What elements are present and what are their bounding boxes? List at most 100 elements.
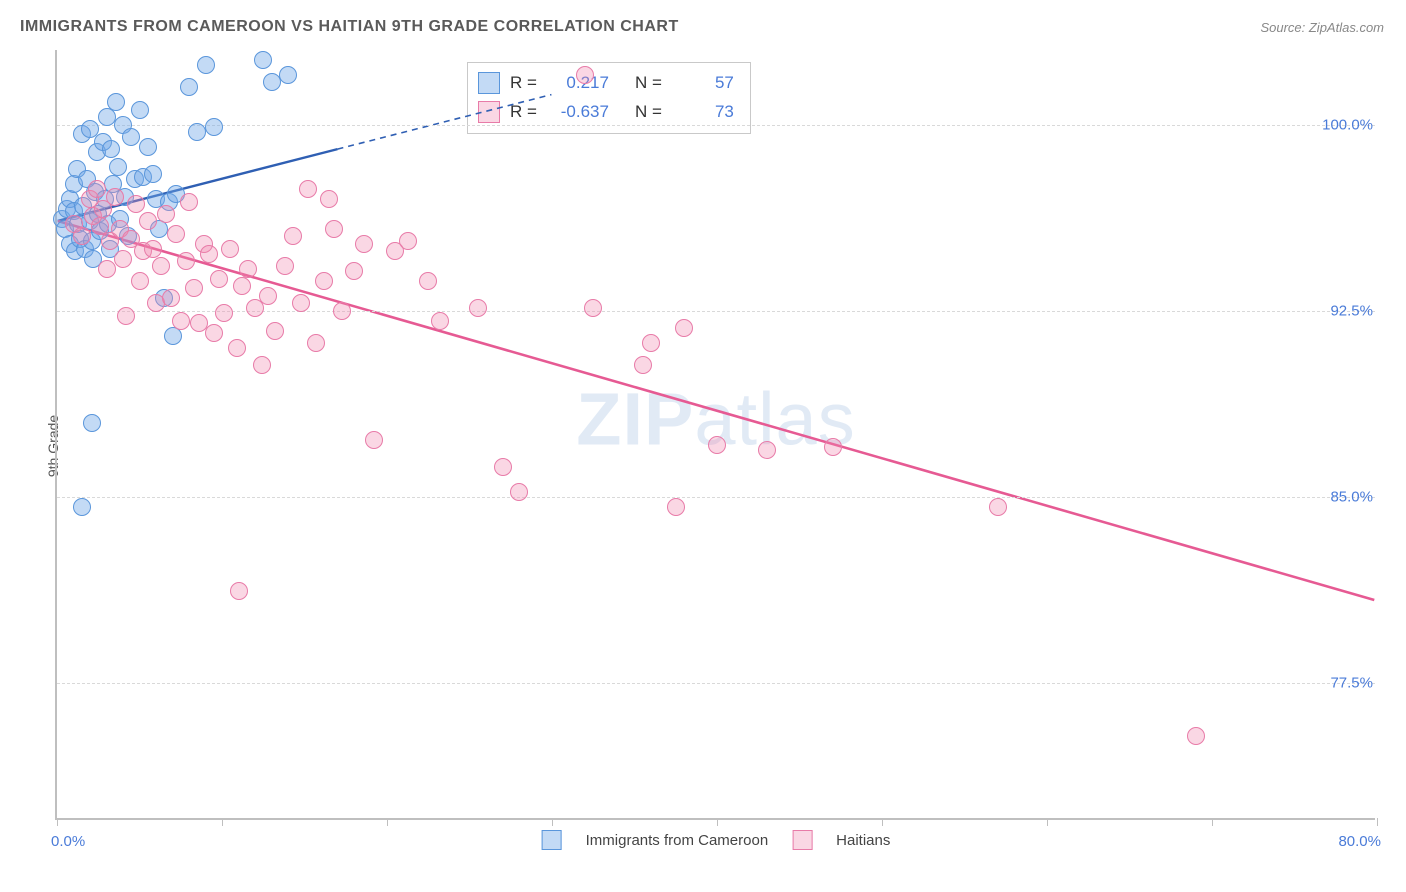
scatter-point (114, 250, 132, 268)
y-tick-label: 92.5% (1330, 302, 1377, 319)
scatter-point (758, 441, 776, 459)
scatter-point (239, 260, 257, 278)
scatter-point (365, 431, 383, 449)
scatter-point (494, 458, 512, 476)
scatter-point (122, 128, 140, 146)
x-tick (222, 818, 223, 826)
scatter-point (205, 324, 223, 342)
scatter-point (167, 225, 185, 243)
scatter-point (144, 165, 162, 183)
scatter-point (259, 287, 277, 305)
scatter-point (263, 73, 281, 91)
x-tick (57, 818, 58, 826)
n-label: N = (635, 98, 662, 127)
swatch-icon (478, 101, 500, 123)
gridline-h (57, 497, 1375, 498)
scatter-point (233, 277, 251, 295)
scatter-point (419, 272, 437, 290)
r-label: R = (510, 98, 537, 127)
series-label: Haitians (836, 832, 890, 849)
scatter-point (210, 270, 228, 288)
scatter-point (98, 260, 116, 278)
series-legend: Immigrants from Cameroon Haitians (542, 830, 891, 850)
x-tick (882, 818, 883, 826)
scatter-point (989, 498, 1007, 516)
scatter-point (824, 438, 842, 456)
scatter-point (431, 312, 449, 330)
r-value: -0.637 (547, 98, 609, 127)
correlation-legend: R = 0.217 N = 57 R = -0.637 N = 73 (467, 62, 751, 134)
scatter-point (200, 245, 218, 263)
scatter-point (667, 498, 685, 516)
scatter-point (355, 235, 373, 253)
scatter-point (117, 307, 135, 325)
scatter-point (584, 299, 602, 317)
legend-row-series1: R = 0.217 N = 57 (478, 69, 734, 98)
scatter-point (215, 304, 233, 322)
scatter-point (205, 118, 223, 136)
scatter-point (510, 483, 528, 501)
n-value: 73 (672, 98, 734, 127)
scatter-point (152, 257, 170, 275)
scatter-point (127, 195, 145, 213)
scatter-point (292, 294, 310, 312)
scatter-point (157, 205, 175, 223)
x-tick (717, 818, 718, 826)
scatter-point (139, 138, 157, 156)
y-tick-label: 85.0% (1330, 489, 1377, 506)
x-min-label: 0.0% (51, 833, 85, 850)
scatter-point (88, 180, 106, 198)
legend-row-series2: R = -0.637 N = 73 (478, 98, 734, 127)
scatter-point (254, 51, 272, 69)
swatch-icon (542, 830, 562, 850)
chart-title: IMMIGRANTS FROM CAMEROON VS HAITIAN 9TH … (20, 18, 679, 36)
scatter-point (315, 272, 333, 290)
scatter-point (109, 158, 127, 176)
scatter-point (106, 188, 124, 206)
scatter-point (266, 322, 284, 340)
source-attribution: Source: ZipAtlas.com (1260, 20, 1384, 35)
scatter-point (230, 582, 248, 600)
watermark-bold: ZIP (576, 377, 694, 460)
x-tick (387, 818, 388, 826)
y-tick-label: 100.0% (1322, 116, 1377, 133)
scatter-point (345, 262, 363, 280)
scatter-point (708, 436, 726, 454)
scatter-point (102, 140, 120, 158)
scatter-point (325, 220, 343, 238)
n-label: N = (635, 69, 662, 98)
scatter-point (221, 240, 239, 258)
scatter-point (284, 227, 302, 245)
r-label: R = (510, 69, 537, 98)
x-tick (1377, 818, 1378, 826)
scatter-point (197, 56, 215, 74)
scatter-point (162, 289, 180, 307)
scatter-point (576, 66, 594, 84)
scatter-point (180, 78, 198, 96)
scatter-point (172, 312, 190, 330)
scatter-point (228, 339, 246, 357)
scatter-point (276, 257, 294, 275)
gridline-h (57, 683, 1375, 684)
scatter-point (73, 498, 91, 516)
x-tick (1047, 818, 1048, 826)
x-tick (1212, 818, 1213, 826)
scatter-point (642, 334, 660, 352)
scatter-point (675, 319, 693, 337)
scatter-point (144, 240, 162, 258)
y-tick-label: 77.5% (1330, 675, 1377, 692)
scatter-point (139, 212, 157, 230)
scatter-point (131, 272, 149, 290)
scatter-point (185, 279, 203, 297)
scatter-point (188, 123, 206, 141)
trend-lines (57, 50, 1375, 818)
scatter-point (177, 252, 195, 270)
swatch-icon (478, 72, 500, 94)
x-max-label: 80.0% (1338, 833, 1381, 850)
scatter-point (73, 227, 91, 245)
plot-area: ZIPatlas R = 0.217 N = 57 R = -0.637 N =… (55, 50, 1375, 820)
gridline-h (57, 125, 1375, 126)
scatter-point (320, 190, 338, 208)
scatter-point (333, 302, 351, 320)
scatter-point (180, 193, 198, 211)
